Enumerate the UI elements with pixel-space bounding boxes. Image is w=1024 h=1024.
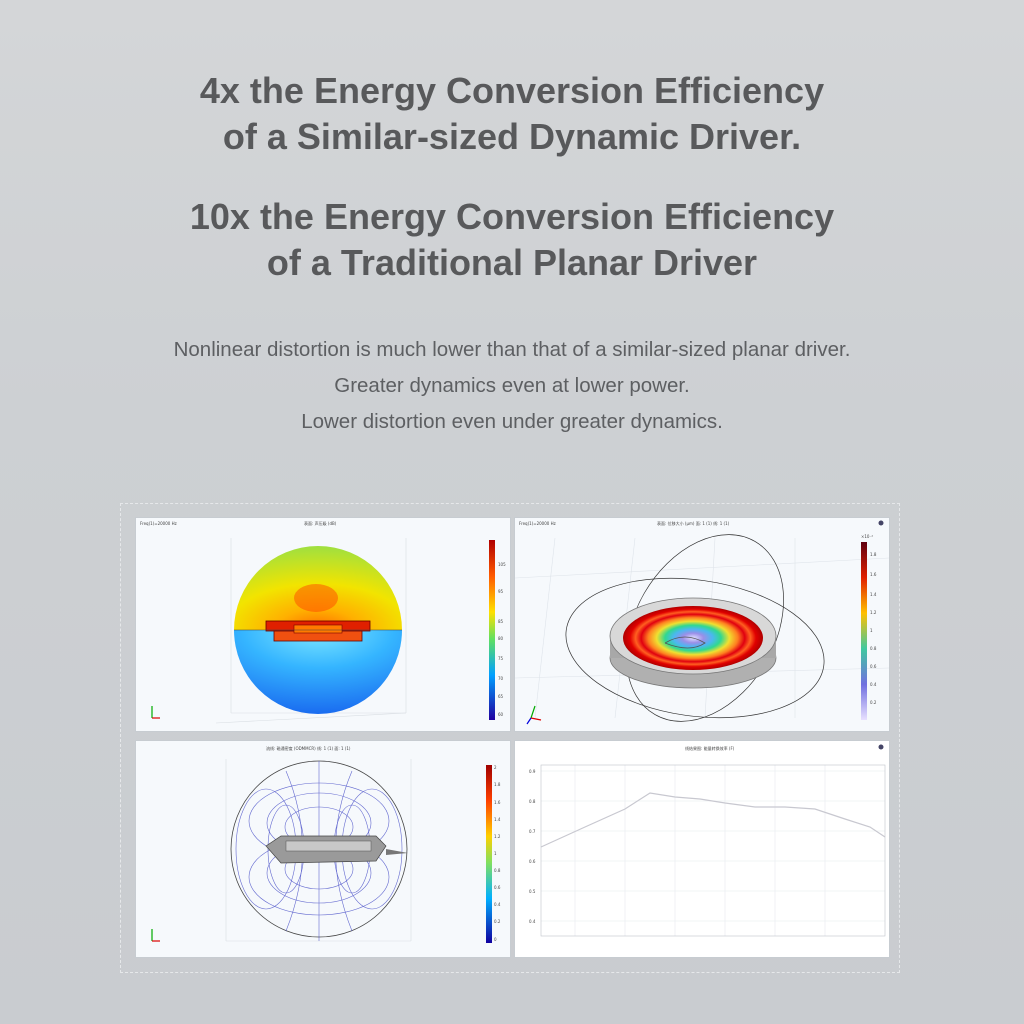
svg-text:0.4: 0.4 <box>494 902 501 907</box>
line-chart-graphic: 线结果图: 能量转换效率 (F) 0.9 0.8 0.7 0.6 0.5 0.4 <box>515 741 889 957</box>
svg-text:表面: 声压级 (dB): 表面: 声压级 (dB) <box>304 520 337 526</box>
headline-line: 4x the Energy Conversion Efficiency <box>199 70 825 111</box>
svg-text:75: 75 <box>498 656 504 661</box>
svg-text:1: 1 <box>870 628 873 633</box>
svg-text:105: 105 <box>498 562 506 567</box>
driver-cross-section <box>265 620 371 642</box>
svg-text:85: 85 <box>498 619 504 624</box>
diaphragm-plot-graphic: Freq(1)=20000 Hz 表面: 位移大小 (µm) 面: 1 (1) … <box>515 518 889 731</box>
description-line: Greater dynamics even at lower power. <box>334 374 690 397</box>
svg-text:80: 80 <box>498 636 504 641</box>
svg-text:0.4: 0.4 <box>870 682 877 687</box>
svg-text:0.8: 0.8 <box>494 868 501 873</box>
svg-text:1.6: 1.6 <box>494 800 501 805</box>
svg-text:Freq(1)=20000 Hz: Freq(1)=20000 Hz <box>140 521 177 526</box>
headline-line: 10x the Energy Conversion Efficiency <box>189 196 835 237</box>
diaphragm-displacement-3d-plot: Freq(1)=20000 Hz 表面: 位移大小 (µm) 面: 1 (1) … <box>514 517 890 732</box>
svg-text:线结果图: 能量转换效率 (F): 线结果图: 能量转换效率 (F) <box>685 745 735 751</box>
simulation-image-frame <box>120 503 900 973</box>
svg-text:65: 65 <box>498 694 504 699</box>
svg-text:1.6: 1.6 <box>870 572 877 577</box>
headline-planar-driver: 10x the Energy Conversion Efficiency of … <box>0 194 1024 286</box>
svg-text:1.4: 1.4 <box>870 592 877 597</box>
svg-text:流线: 磁通密度 (ODMMCR) 线: 1 (1) 面: 流线: 磁通密度 (ODMMCR) 线: 1 (1) 面: 1 (1) <box>266 745 351 751</box>
info-icon <box>878 744 884 750</box>
svg-text:0.5: 0.5 <box>529 889 536 894</box>
svg-text:1: 1 <box>494 851 497 856</box>
description-text: Nonlinear distortion is much lower than … <box>0 332 1024 440</box>
description-line: Lower distortion even under greater dyna… <box>301 410 723 433</box>
svg-text:0.8: 0.8 <box>529 799 536 804</box>
svg-text:0.6: 0.6 <box>529 859 536 864</box>
sphere-plot-graphic: Freq(1)=20000 Hz 表面: 声压级 (dB) 105 95 85 80… <box>136 518 510 731</box>
svg-text:1.8: 1.8 <box>494 782 501 787</box>
description-line: Nonlinear distortion is much lower than … <box>173 338 851 361</box>
svg-text:0.2: 0.2 <box>494 919 501 924</box>
field-lines-graphic: 流线: 磁通密度 (ODMMCR) 线: 1 (1) 面: 1 (1) <box>136 741 510 957</box>
svg-text:0: 0 <box>494 937 497 942</box>
svg-text:0.8: 0.8 <box>870 646 877 651</box>
svg-text:表面: 位移大小 (µm) 面: 1 (1) 线: 1: 表面: 位移大小 (µm) 面: 1 (1) 线: 1 (1) <box>657 520 730 526</box>
svg-text:1.4: 1.4 <box>494 817 501 822</box>
headline-line: of a Similar-sized Dynamic Driver. <box>222 116 802 157</box>
svg-text:0.7: 0.7 <box>529 829 536 834</box>
svg-text:1.8: 1.8 <box>870 552 877 557</box>
driver-model <box>265 835 408 864</box>
svg-text:Freq(1)=20000 Hz: Freq(1)=20000 Hz <box>519 521 556 526</box>
headline-line: of a Traditional Planar Driver <box>266 242 758 283</box>
headline-dynamic-driver: 4x the Energy Conversion Efficiency of a… <box>0 68 1024 160</box>
svg-text:70: 70 <box>498 676 504 681</box>
svg-text:0.6: 0.6 <box>494 885 501 890</box>
svg-text:1.2: 1.2 <box>870 610 877 615</box>
svg-text:95: 95 <box>498 589 504 594</box>
magnetic-field-lines-plot: 流线: 磁通密度 (ODMMCR) 线: 1 (1) 面: 1 (1) <box>135 740 511 958</box>
frequency-response-line-chart: 线结果图: 能量转换效率 (F) 0.9 0.8 0.7 0.6 0.5 0.4 <box>514 740 890 958</box>
svg-text:0.6: 0.6 <box>870 664 877 669</box>
svg-text:0.2: 0.2 <box>870 700 877 705</box>
info-icon <box>878 520 884 526</box>
svg-text:1.2: 1.2 <box>494 834 501 839</box>
svg-text:2: 2 <box>494 765 497 770</box>
acoustic-pressure-sphere-plot: Freq(1)=20000 Hz 表面: 声压级 (dB) 105 95 85 80… <box>135 517 511 732</box>
svg-text:0.9: 0.9 <box>529 769 536 774</box>
svg-text:0.4: 0.4 <box>529 919 536 924</box>
svg-text:60: 60 <box>498 712 504 717</box>
svg-text:×10⁻²: ×10⁻² <box>861 534 874 539</box>
